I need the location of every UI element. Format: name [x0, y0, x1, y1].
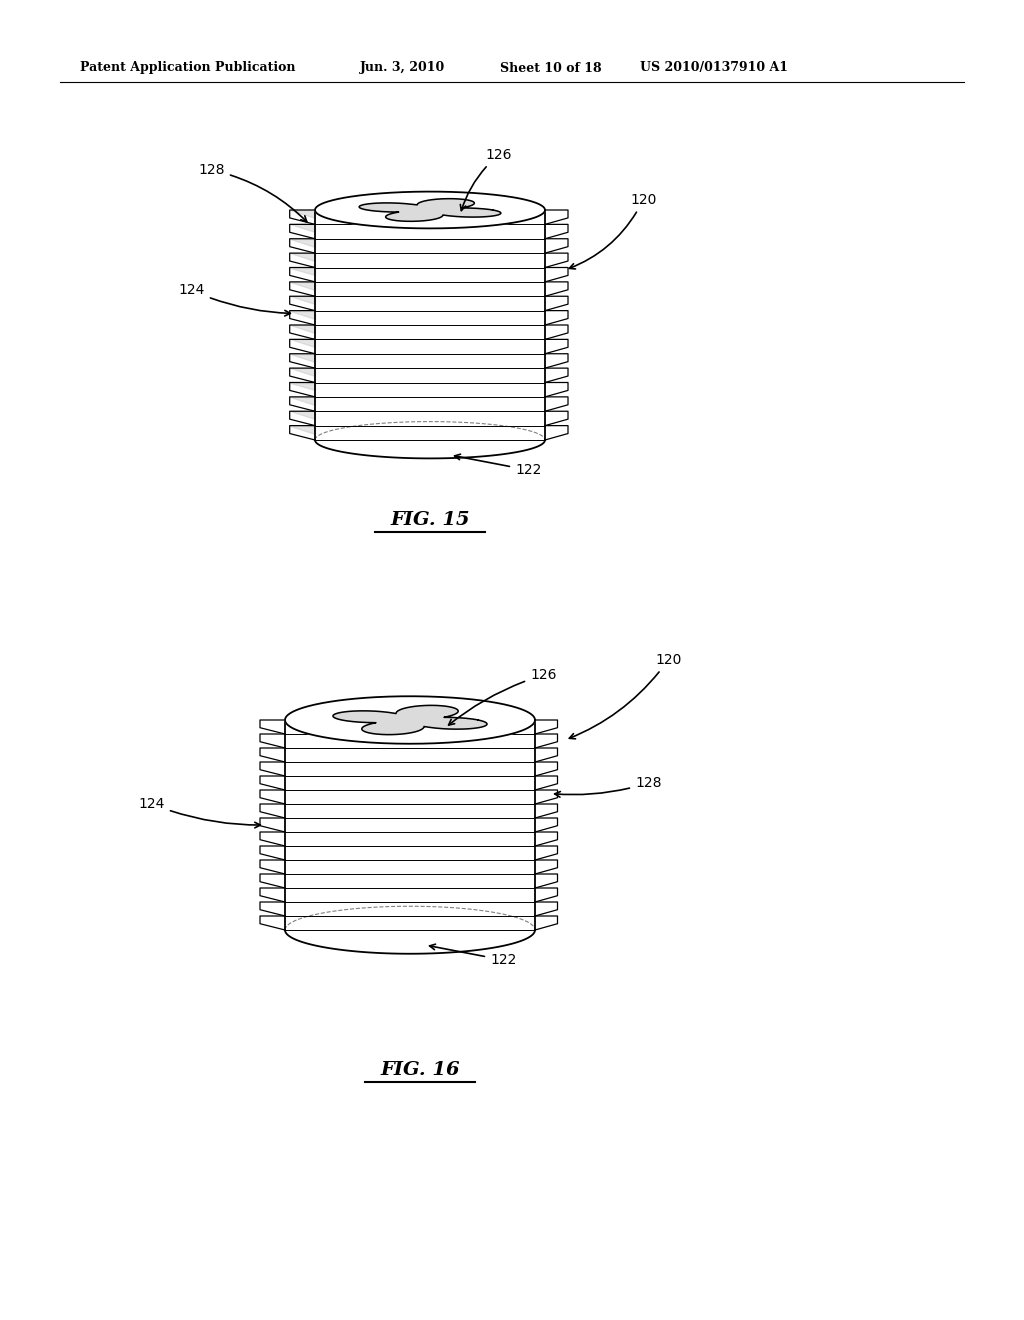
Text: Sheet 10 of 18: Sheet 10 of 18: [500, 62, 602, 74]
Polygon shape: [290, 224, 315, 232]
Text: 124: 124: [178, 284, 291, 315]
Polygon shape: [290, 268, 315, 276]
Polygon shape: [290, 354, 315, 362]
Polygon shape: [290, 383, 315, 391]
Polygon shape: [290, 296, 315, 304]
Polygon shape: [290, 239, 315, 247]
Text: Patent Application Publication: Patent Application Publication: [80, 62, 296, 74]
Text: 124: 124: [138, 797, 260, 828]
Text: 120: 120: [569, 653, 681, 739]
Polygon shape: [315, 210, 545, 440]
Polygon shape: [290, 310, 315, 318]
Polygon shape: [290, 325, 315, 333]
Polygon shape: [359, 199, 501, 222]
Polygon shape: [290, 282, 315, 290]
Text: 122: 122: [455, 454, 542, 477]
Text: 120: 120: [569, 193, 656, 269]
Text: FIG. 16: FIG. 16: [380, 1061, 460, 1078]
Polygon shape: [315, 191, 545, 228]
Polygon shape: [285, 719, 535, 931]
Polygon shape: [333, 705, 487, 735]
Polygon shape: [290, 253, 315, 261]
Text: 126: 126: [449, 668, 556, 725]
Polygon shape: [290, 368, 315, 376]
Text: 126: 126: [461, 148, 512, 211]
Polygon shape: [290, 412, 315, 420]
Polygon shape: [285, 696, 535, 743]
Polygon shape: [290, 425, 315, 433]
Text: US 2010/0137910 A1: US 2010/0137910 A1: [640, 62, 788, 74]
Text: FIG. 15: FIG. 15: [390, 511, 470, 529]
Text: 128: 128: [199, 162, 307, 222]
Text: Jun. 3, 2010: Jun. 3, 2010: [360, 62, 445, 74]
Polygon shape: [290, 397, 315, 405]
Polygon shape: [290, 210, 315, 218]
Text: 122: 122: [429, 944, 516, 968]
Text: 128: 128: [555, 776, 662, 797]
Polygon shape: [290, 339, 315, 347]
